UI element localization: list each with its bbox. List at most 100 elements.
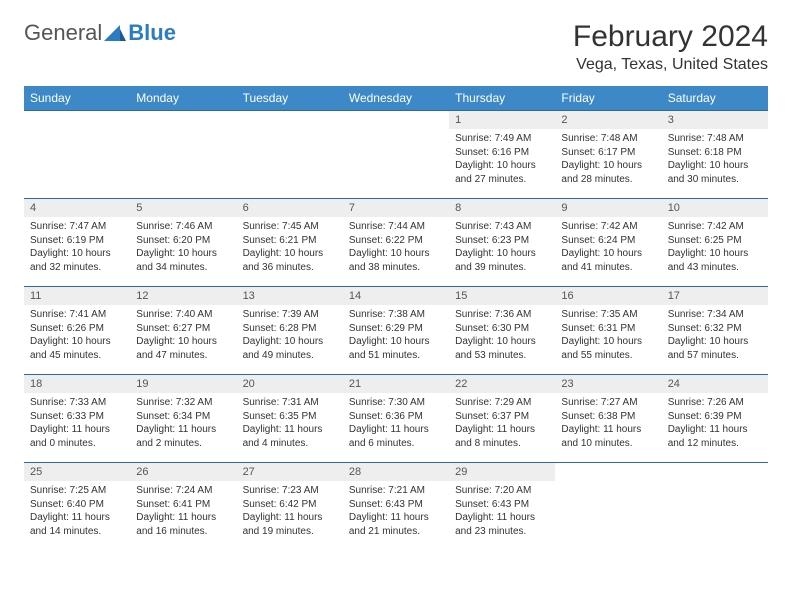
- day-details: Sunrise: 7:27 AMSunset: 6:38 PMDaylight:…: [555, 393, 661, 456]
- calendar-day-cell: 28Sunrise: 7:21 AMSunset: 6:43 PMDayligh…: [343, 463, 449, 551]
- day-details: Sunrise: 7:44 AMSunset: 6:22 PMDaylight:…: [343, 217, 449, 280]
- daylight-text: Daylight: 11 hours and 19 minutes.: [243, 511, 337, 538]
- calendar-day-cell: 17Sunrise: 7:34 AMSunset: 6:32 PMDayligh…: [662, 287, 768, 375]
- calendar-day-cell: 27Sunrise: 7:23 AMSunset: 6:42 PMDayligh…: [237, 463, 343, 551]
- calendar-day-cell: 7Sunrise: 7:44 AMSunset: 6:22 PMDaylight…: [343, 199, 449, 287]
- day-details: Sunrise: 7:39 AMSunset: 6:28 PMDaylight:…: [237, 305, 343, 368]
- day-details: Sunrise: 7:34 AMSunset: 6:32 PMDaylight:…: [662, 305, 768, 368]
- daylight-text: Daylight: 11 hours and 14 minutes.: [30, 511, 124, 538]
- sunset-text: Sunset: 6:42 PM: [243, 498, 337, 512]
- logo: General Blue: [24, 20, 176, 46]
- daylight-text: Daylight: 10 hours and 47 minutes.: [136, 335, 230, 362]
- day-number: 28: [343, 463, 449, 481]
- day-header: Sunday: [24, 86, 130, 111]
- day-details: Sunrise: 7:42 AMSunset: 6:24 PMDaylight:…: [555, 217, 661, 280]
- sunrise-text: Sunrise: 7:33 AM: [30, 396, 124, 410]
- day-header-row: SundayMondayTuesdayWednesdayThursdayFrid…: [24, 86, 768, 111]
- sunrise-text: Sunrise: 7:39 AM: [243, 308, 337, 322]
- sunrise-text: Sunrise: 7:24 AM: [136, 484, 230, 498]
- sunrise-text: Sunrise: 7:42 AM: [561, 220, 655, 234]
- day-number: 29: [449, 463, 555, 481]
- sunset-text: Sunset: 6:18 PM: [668, 146, 762, 160]
- sunrise-text: Sunrise: 7:34 AM: [668, 308, 762, 322]
- calendar-day-cell: 13Sunrise: 7:39 AMSunset: 6:28 PMDayligh…: [237, 287, 343, 375]
- day-number: 22: [449, 375, 555, 393]
- logo-triangle-icon: [104, 25, 126, 41]
- sunset-text: Sunset: 6:32 PM: [668, 322, 762, 336]
- location: Vega, Texas, United States: [573, 56, 768, 74]
- day-number: 19: [130, 375, 236, 393]
- daylight-text: Daylight: 11 hours and 2 minutes.: [136, 423, 230, 450]
- day-number: 12: [130, 287, 236, 305]
- day-number: 21: [343, 375, 449, 393]
- daylight-text: Daylight: 11 hours and 10 minutes.: [561, 423, 655, 450]
- day-number: 16: [555, 287, 661, 305]
- day-details: Sunrise: 7:26 AMSunset: 6:39 PMDaylight:…: [662, 393, 768, 456]
- day-number: 3: [662, 111, 768, 129]
- sunset-text: Sunset: 6:19 PM: [30, 234, 124, 248]
- day-details: Sunrise: 7:45 AMSunset: 6:21 PMDaylight:…: [237, 217, 343, 280]
- sunrise-text: Sunrise: 7:32 AM: [136, 396, 230, 410]
- sunrise-text: Sunrise: 7:27 AM: [561, 396, 655, 410]
- calendar-day-cell: 2Sunrise: 7:48 AMSunset: 6:17 PMDaylight…: [555, 111, 661, 199]
- calendar-week-row: 4Sunrise: 7:47 AMSunset: 6:19 PMDaylight…: [24, 199, 768, 287]
- calendar-day-cell: 5Sunrise: 7:46 AMSunset: 6:20 PMDaylight…: [130, 199, 236, 287]
- sunset-text: Sunset: 6:28 PM: [243, 322, 337, 336]
- calendar-day-cell: 8Sunrise: 7:43 AMSunset: 6:23 PMDaylight…: [449, 199, 555, 287]
- sunrise-text: Sunrise: 7:26 AM: [668, 396, 762, 410]
- day-number: 13: [237, 287, 343, 305]
- day-details: Sunrise: 7:42 AMSunset: 6:25 PMDaylight:…: [662, 217, 768, 280]
- day-number: 8: [449, 199, 555, 217]
- calendar-day-cell: 21Sunrise: 7:30 AMSunset: 6:36 PMDayligh…: [343, 375, 449, 463]
- sunrise-text: Sunrise: 7:36 AM: [455, 308, 549, 322]
- calendar-empty-cell: [237, 111, 343, 199]
- sunrise-text: Sunrise: 7:48 AM: [561, 132, 655, 146]
- daylight-text: Daylight: 11 hours and 23 minutes.: [455, 511, 549, 538]
- daylight-text: Daylight: 10 hours and 55 minutes.: [561, 335, 655, 362]
- daylight-text: Daylight: 10 hours and 51 minutes.: [349, 335, 443, 362]
- sunset-text: Sunset: 6:30 PM: [455, 322, 549, 336]
- sunset-text: Sunset: 6:37 PM: [455, 410, 549, 424]
- calendar-day-cell: 10Sunrise: 7:42 AMSunset: 6:25 PMDayligh…: [662, 199, 768, 287]
- calendar-week-row: 25Sunrise: 7:25 AMSunset: 6:40 PMDayligh…: [24, 463, 768, 551]
- sunset-text: Sunset: 6:21 PM: [243, 234, 337, 248]
- sunset-text: Sunset: 6:23 PM: [455, 234, 549, 248]
- daylight-text: Daylight: 11 hours and 6 minutes.: [349, 423, 443, 450]
- day-number: 15: [449, 287, 555, 305]
- day-details: Sunrise: 7:21 AMSunset: 6:43 PMDaylight:…: [343, 481, 449, 544]
- day-details: Sunrise: 7:46 AMSunset: 6:20 PMDaylight:…: [130, 217, 236, 280]
- calendar-day-cell: 25Sunrise: 7:25 AMSunset: 6:40 PMDayligh…: [24, 463, 130, 551]
- day-number: 24: [662, 375, 768, 393]
- day-details: Sunrise: 7:31 AMSunset: 6:35 PMDaylight:…: [237, 393, 343, 456]
- logo-text-general: General: [24, 20, 102, 46]
- calendar-day-cell: 23Sunrise: 7:27 AMSunset: 6:38 PMDayligh…: [555, 375, 661, 463]
- sunrise-text: Sunrise: 7:23 AM: [243, 484, 337, 498]
- sunrise-text: Sunrise: 7:20 AM: [455, 484, 549, 498]
- day-details: Sunrise: 7:32 AMSunset: 6:34 PMDaylight:…: [130, 393, 236, 456]
- day-details: Sunrise: 7:36 AMSunset: 6:30 PMDaylight:…: [449, 305, 555, 368]
- logo-text-blue: Blue: [128, 20, 176, 46]
- calendar-body: 1Sunrise: 7:49 AMSunset: 6:16 PMDaylight…: [24, 111, 768, 551]
- sunrise-text: Sunrise: 7:30 AM: [349, 396, 443, 410]
- sunrise-text: Sunrise: 7:35 AM: [561, 308, 655, 322]
- calendar-day-cell: 12Sunrise: 7:40 AMSunset: 6:27 PMDayligh…: [130, 287, 236, 375]
- calendar-day-cell: 19Sunrise: 7:32 AMSunset: 6:34 PMDayligh…: [130, 375, 236, 463]
- sunrise-text: Sunrise: 7:38 AM: [349, 308, 443, 322]
- sunset-text: Sunset: 6:41 PM: [136, 498, 230, 512]
- sunset-text: Sunset: 6:24 PM: [561, 234, 655, 248]
- day-details: Sunrise: 7:43 AMSunset: 6:23 PMDaylight:…: [449, 217, 555, 280]
- sunset-text: Sunset: 6:38 PM: [561, 410, 655, 424]
- sunset-text: Sunset: 6:17 PM: [561, 146, 655, 160]
- header: General Blue February 2024 Vega, Texas, …: [24, 20, 768, 74]
- sunrise-text: Sunrise: 7:21 AM: [349, 484, 443, 498]
- daylight-text: Daylight: 11 hours and 21 minutes.: [349, 511, 443, 538]
- sunset-text: Sunset: 6:43 PM: [455, 498, 549, 512]
- daylight-text: Daylight: 10 hours and 32 minutes.: [30, 247, 124, 274]
- day-details: Sunrise: 7:23 AMSunset: 6:42 PMDaylight:…: [237, 481, 343, 544]
- sunrise-text: Sunrise: 7:41 AM: [30, 308, 124, 322]
- calendar-day-cell: 15Sunrise: 7:36 AMSunset: 6:30 PMDayligh…: [449, 287, 555, 375]
- day-details: Sunrise: 7:49 AMSunset: 6:16 PMDaylight:…: [449, 129, 555, 192]
- sunset-text: Sunset: 6:16 PM: [455, 146, 549, 160]
- day-details: Sunrise: 7:30 AMSunset: 6:36 PMDaylight:…: [343, 393, 449, 456]
- calendar-week-row: 1Sunrise: 7:49 AMSunset: 6:16 PMDaylight…: [24, 111, 768, 199]
